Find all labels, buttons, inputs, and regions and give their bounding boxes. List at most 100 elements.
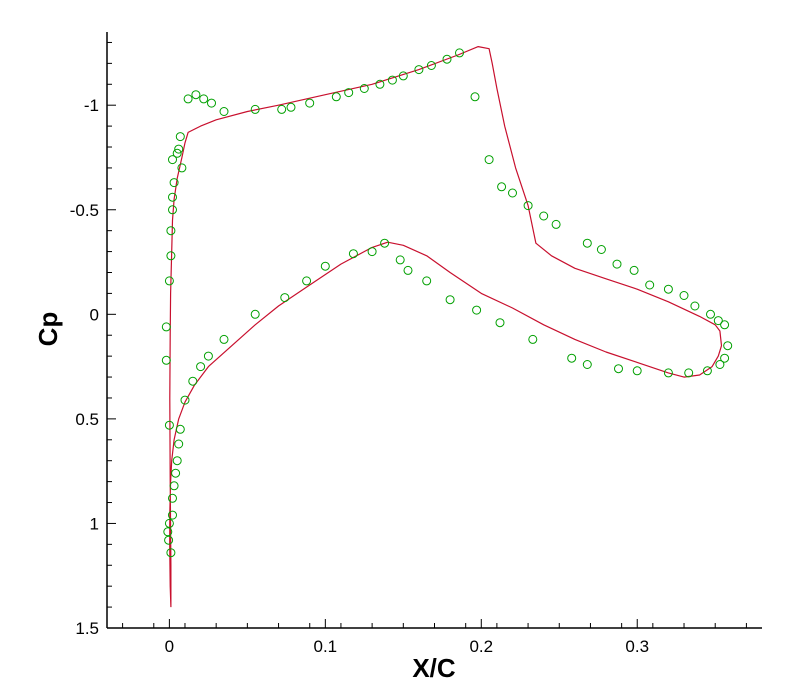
experiment-point <box>302 276 312 286</box>
experiment-point <box>219 107 229 116</box>
experiment-point <box>582 360 592 369</box>
experiment-point <box>539 211 549 221</box>
experiment-point <box>277 104 287 114</box>
experiment-point <box>442 54 452 64</box>
experiment-point <box>168 205 177 215</box>
experiment-point <box>168 493 177 503</box>
experiment-point <box>250 309 260 319</box>
experiment-point <box>508 188 517 198</box>
experiment-point <box>596 245 606 254</box>
experiment-point <box>166 226 176 236</box>
experiment-point <box>380 238 390 248</box>
experiment-point <box>172 456 182 466</box>
experiment-point <box>207 98 216 108</box>
experiment-point <box>164 420 174 430</box>
experiment-point <box>175 132 185 142</box>
experiment-point <box>426 61 436 70</box>
experiment-point <box>551 219 561 229</box>
experiment-point <box>219 334 229 344</box>
experiment-point <box>250 104 260 114</box>
experiment-point <box>612 259 622 269</box>
experiment-point <box>614 364 623 374</box>
experiment-point <box>168 510 177 520</box>
y-tick-label: -1 <box>84 96 99 115</box>
experiment-point <box>320 261 330 271</box>
experiment-point <box>713 316 723 326</box>
experiment-point <box>395 255 405 265</box>
axis-ticks: -1 -0.5 0 0.5 1 1.5 0 0.1 0.2 0.3 <box>70 41 747 656</box>
y-tick-label: -0.5 <box>70 201 99 220</box>
experiment-point <box>663 284 673 294</box>
x-tick-label: 0.2 <box>469 637 493 656</box>
experiment-point <box>679 291 689 300</box>
experiment-point <box>445 295 455 305</box>
y-axis-title: Cp <box>33 312 63 347</box>
experiment-point <box>180 395 190 405</box>
experiment-point <box>168 155 177 165</box>
experiment-point <box>523 201 533 211</box>
experiment-point <box>359 84 369 93</box>
x-tick-label: 0.1 <box>314 637 338 656</box>
experiment-point <box>168 192 177 202</box>
experiment-point <box>684 368 694 378</box>
experiment-point <box>286 102 296 112</box>
y-tick-label: 0.5 <box>75 410 99 429</box>
experiment-point <box>174 439 184 449</box>
experiment-point <box>484 155 494 165</box>
experiment-point <box>203 351 213 361</box>
experiment-point <box>720 320 730 330</box>
x-axis-title: X/C <box>412 653 456 683</box>
experiment-point <box>387 75 397 85</box>
experiment-point <box>367 247 377 257</box>
experiment-point <box>191 90 201 100</box>
chart-axes <box>106 32 762 629</box>
experiment-point <box>455 48 464 58</box>
experiment-point <box>166 548 176 558</box>
experiment-point <box>199 94 209 104</box>
experiment-point <box>663 368 673 378</box>
experiment-point <box>403 265 413 275</box>
experiment-point <box>706 309 715 319</box>
experiment-point <box>497 182 507 192</box>
x-tick-label: 0.3 <box>625 637 649 656</box>
experiment-point <box>723 341 733 351</box>
experiment-point <box>305 98 315 108</box>
experiment-point <box>702 366 712 376</box>
experiment-point <box>183 94 193 104</box>
experiment-point <box>164 535 174 545</box>
experiment-point <box>280 293 290 303</box>
experiment-point <box>528 334 538 344</box>
experiment-point <box>690 301 700 311</box>
experiment-point <box>375 79 385 89</box>
experiment-point <box>495 318 505 328</box>
experiment-point <box>472 305 482 315</box>
experiment-point <box>398 71 408 81</box>
experiment-point <box>161 322 171 332</box>
experiment-point <box>174 144 184 154</box>
experiment-point <box>171 468 181 478</box>
experiment-point <box>172 148 182 158</box>
x-tick-label: 0 <box>165 637 174 656</box>
experiment-point <box>632 366 642 376</box>
experiment-point <box>169 178 179 188</box>
experiment-point <box>164 518 174 528</box>
experiment-point <box>331 92 341 102</box>
experiment-point <box>582 238 592 248</box>
y-tick-label: 1 <box>90 514 99 533</box>
experiment-point <box>567 353 577 363</box>
cfd-cp-line <box>169 46 723 608</box>
y-tick-label: 1.5 <box>75 619 99 638</box>
experiment-point <box>164 276 174 286</box>
experiment-point <box>188 376 198 386</box>
experiment-point <box>715 360 725 369</box>
experiment-point <box>161 355 171 365</box>
experiment-point <box>422 276 432 286</box>
experiment-point <box>177 163 187 173</box>
experiment-point <box>629 265 639 275</box>
experiment-point <box>414 65 424 75</box>
experiment-point <box>348 249 358 259</box>
experiment-point <box>169 481 179 491</box>
experiment-point <box>720 353 730 363</box>
experiment-point <box>175 424 185 434</box>
